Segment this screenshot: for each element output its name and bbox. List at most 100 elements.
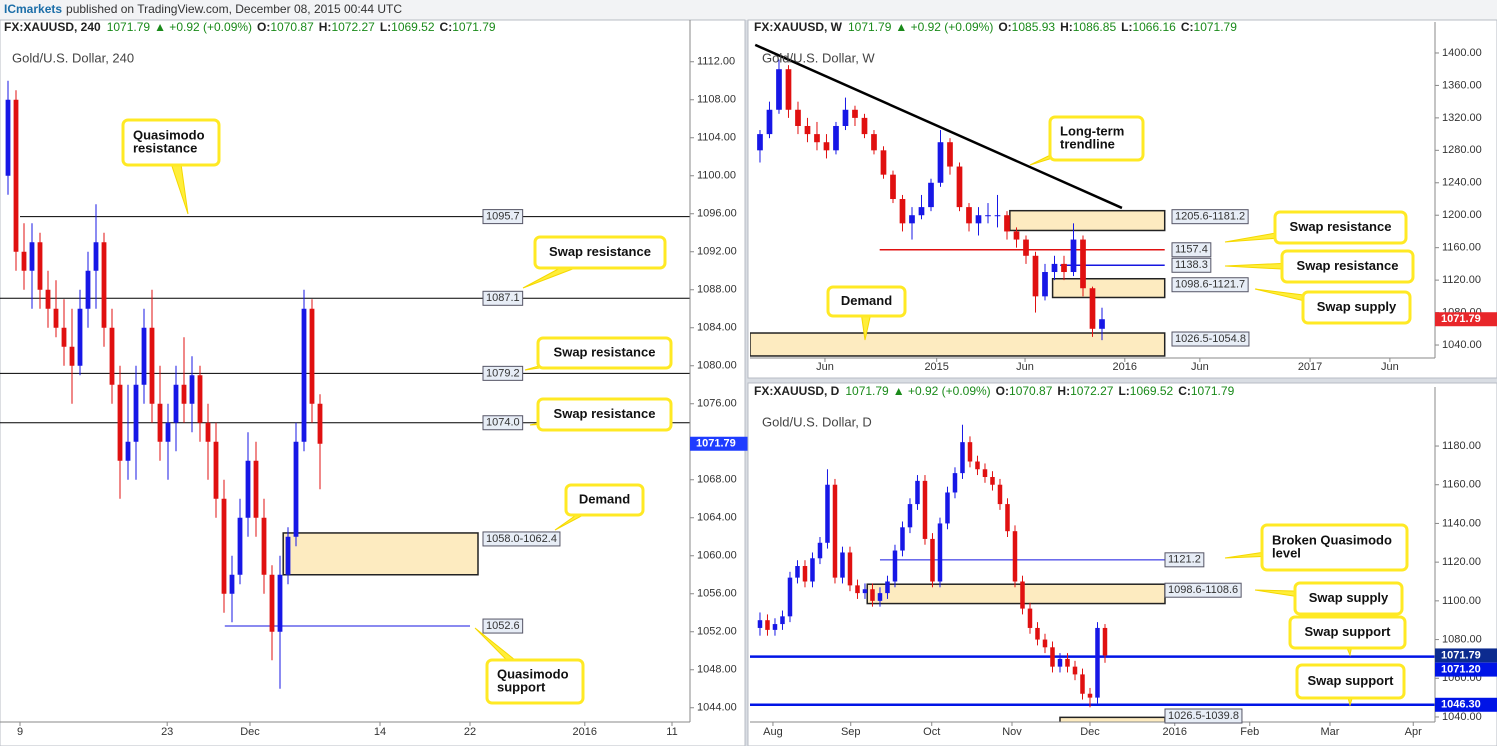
candle-body (982, 469, 988, 477)
ohlc-label: L: (380, 20, 391, 34)
candle-body (930, 538, 935, 582)
candle-body (985, 215, 991, 217)
level-label-group: 1157.4 (1171, 242, 1212, 258)
ohlc-label: L: (1118, 384, 1129, 398)
candle-body (21, 251, 27, 271)
candle-body (947, 142, 953, 167)
ohlc-value: 1072.27 (331, 20, 375, 34)
candle-body (53, 308, 59, 328)
ohlc-label: L: (1121, 20, 1132, 34)
candle-body (915, 480, 920, 505)
candle-body (1032, 255, 1039, 297)
x-tick-label: Nov (1002, 726, 1022, 738)
ohlc-label: O: (257, 20, 270, 34)
candle-body (261, 517, 267, 575)
candle-body (13, 99, 19, 252)
candle-body (772, 624, 778, 630)
ohlc-label: O: (996, 384, 1009, 398)
candle-body (861, 117, 868, 135)
callout-text: Swap resistance (1297, 258, 1399, 273)
x-tick-label: Jun (816, 361, 834, 373)
level-label: 1121.2 (1168, 554, 1201, 566)
candle-body (1057, 658, 1063, 667)
zone (750, 332, 1166, 357)
callout-text: Swap supply (1309, 590, 1389, 605)
price: 1071.79 (848, 20, 892, 34)
candle-body (802, 566, 808, 582)
candle-body (918, 207, 925, 216)
y-tick-label: 1100.00 (697, 170, 736, 182)
symbol: FX:XAUUSD, W (754, 20, 843, 34)
candle-body (181, 384, 187, 404)
y-tick-label: 1108.00 (697, 94, 736, 106)
x-tick-label: 11 (666, 726, 677, 738)
zone (282, 532, 479, 576)
candle-body (900, 527, 905, 551)
candle-body (269, 574, 275, 632)
candle-body (229, 574, 235, 594)
zone (1059, 716, 1166, 722)
candle-body (1050, 647, 1055, 667)
candle-body (885, 581, 890, 594)
callout-text: Quasimodo (497, 666, 569, 681)
candle-body (1035, 627, 1040, 640)
callout-text: Long-term (1060, 123, 1124, 138)
y-tick-label: 1140.00 (1442, 517, 1481, 529)
candle-body (823, 142, 830, 151)
y-tick-label: 1092.00 (697, 246, 737, 258)
x-tick-label: Mar (1321, 726, 1340, 738)
candle-body (832, 484, 838, 578)
x-tick-label: Apr (1405, 726, 1422, 738)
candle-body (847, 552, 853, 586)
zone-label-box (1164, 582, 1242, 598)
candle-body (301, 308, 307, 442)
x-tick-label: Oct (923, 726, 940, 738)
zone-label-box (1171, 331, 1250, 347)
ohlc-value: 1072.27 (1070, 384, 1114, 398)
x-tick-label: 14 (374, 726, 386, 738)
y-tick-label: 1056.00 (697, 588, 737, 600)
zone-label-box (482, 531, 561, 547)
callout-box (1260, 523, 1409, 572)
price-badge (690, 436, 752, 451)
candle-body (29, 242, 35, 271)
candle-body (93, 242, 99, 271)
candle-body (909, 215, 915, 224)
plot-area (750, 43, 1166, 357)
trendline (754, 43, 1123, 210)
change: ▲ +0.92 (+0.09%) (895, 20, 993, 34)
candle-body (880, 150, 887, 175)
candle-body (877, 593, 883, 601)
callout-box (1280, 249, 1415, 284)
candle-body (817, 542, 823, 559)
zone-label: 1026.5-1054.8 (1175, 333, 1246, 345)
brand[interactable]: ICmarkets (4, 2, 62, 16)
candle-body (77, 308, 83, 366)
candle-body (937, 523, 943, 582)
candle-body (922, 480, 928, 539)
y-tick-label: 1040.00 (1442, 711, 1482, 723)
ohlc-value: 1071.79 (1191, 384, 1235, 398)
y-tick-label: 1048.00 (697, 664, 737, 676)
zone-label-group: 1058.0-1062.4 (482, 531, 561, 547)
candle-body (785, 69, 792, 110)
chart-header: FX:XAUUSD, W 1071.79 ▲ +0.92 (+0.09%) O: 108… (754, 20, 1237, 34)
ohlc-value: 1069.52 (391, 20, 435, 34)
ohlc-label: O: (998, 20, 1011, 34)
y-tick-label: 1112.00 (697, 56, 735, 68)
zone (1051, 277, 1166, 299)
level-label-group: 1121.2 (1164, 552, 1205, 568)
level-badge (1435, 697, 1497, 712)
candle-body (1095, 627, 1100, 698)
callout-text: trendline (1060, 136, 1115, 151)
ohlc-value: 1086.85 (1073, 20, 1117, 34)
y-tick-label: 1096.00 (697, 208, 737, 220)
top-bar (0, 0, 1497, 20)
candle-body (766, 109, 773, 135)
callout-box (536, 336, 673, 370)
candle-body (928, 182, 934, 208)
ohlc-label: H: (1057, 384, 1070, 398)
callout-text: Quasimodo (133, 127, 205, 142)
candle-body (975, 215, 982, 224)
zone-label: 1098.6-1121.7 (1175, 279, 1245, 291)
